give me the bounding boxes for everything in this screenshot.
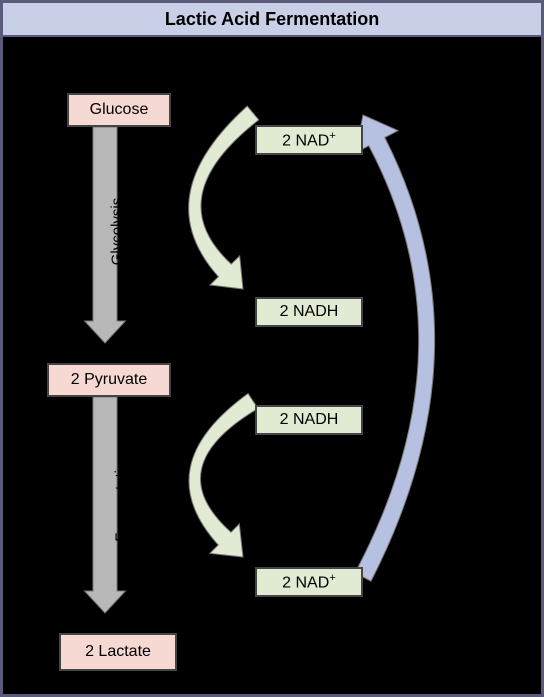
node-nad_top: 2 NAD+ (255, 125, 363, 155)
node-pyruvate: 2 Pyruvate (47, 363, 171, 397)
node-glucose: Glucose (67, 93, 171, 127)
label-fermentation: Fermentation (113, 453, 130, 541)
node-nadh_low: 2 NADH (255, 405, 363, 435)
diagram-title: Lactic Acid Fermentation (165, 9, 379, 30)
title-bar: Lactic Acid Fermentation (3, 3, 541, 37)
label-glycolysis: Glycolysis (108, 198, 125, 266)
node-lactate: 2 Lactate (59, 633, 177, 671)
fermentation-diagram: Lactic Acid Fermentation Glucose 2 Pyruva… (0, 0, 544, 697)
node-nad_bot: 2 NAD+ (255, 567, 363, 597)
node-nadh_mid: 2 NADH (255, 297, 363, 327)
